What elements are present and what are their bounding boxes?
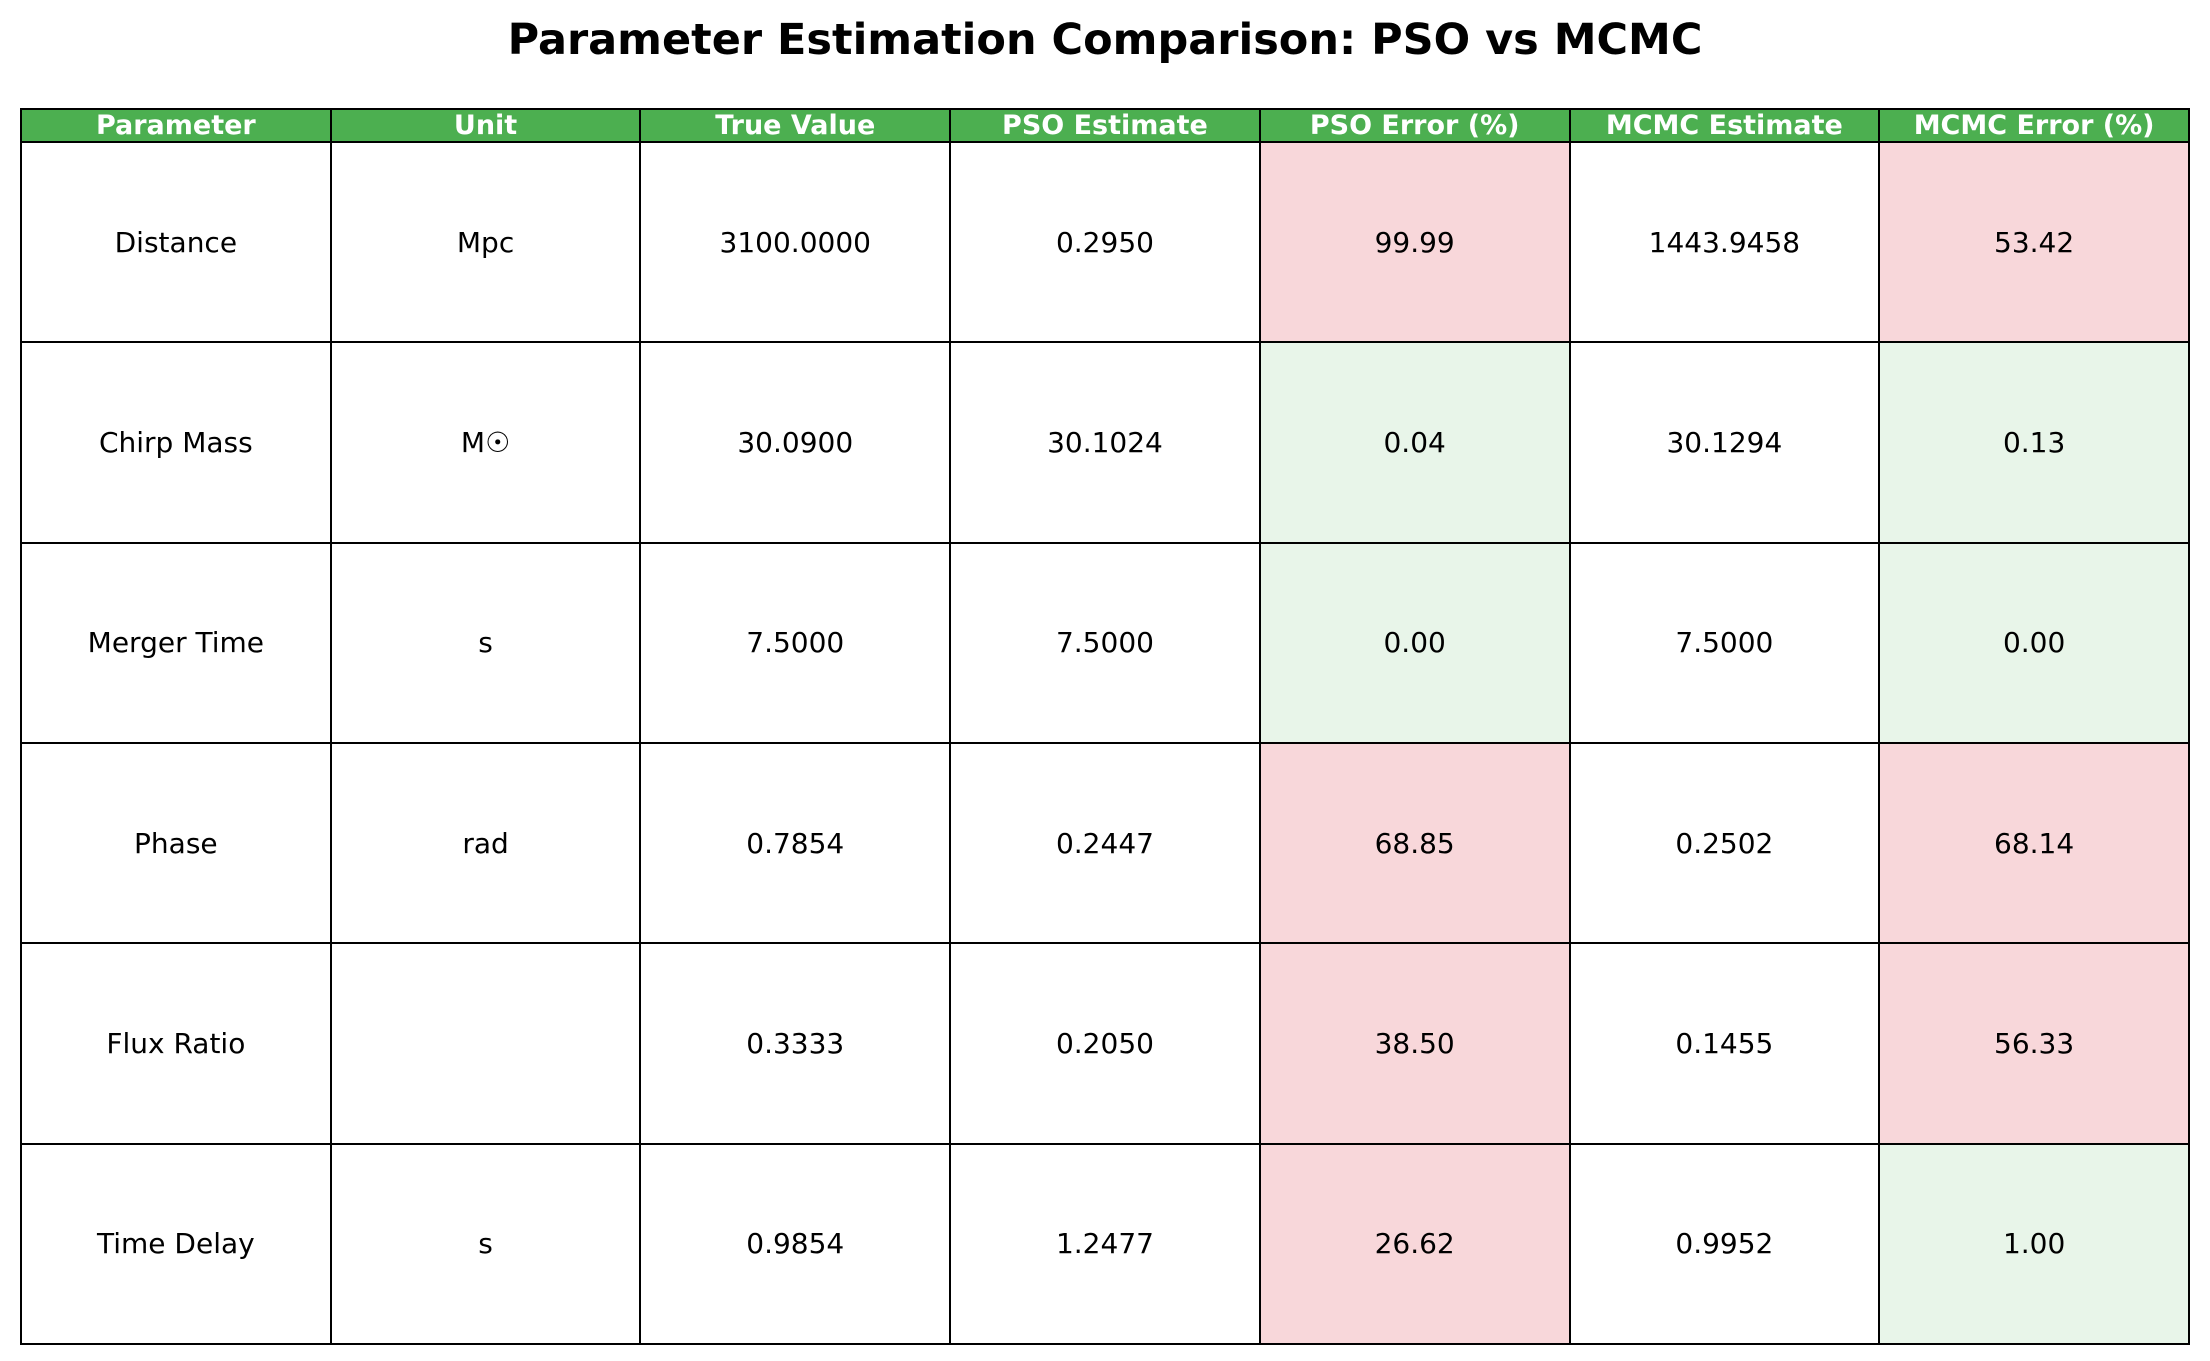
table-row: Merger Time s 7.5000 7.5000 0.00 7.5000 0.00	[20, 541, 2190, 744]
table-cell: Chirp Mass	[20, 341, 332, 544]
table-cell: 7.5000	[639, 541, 952, 744]
table-cell: 26.62	[1258, 1142, 1571, 1346]
table-cell: 1443.9458	[1568, 140, 1881, 344]
table-cell: Phase	[20, 741, 332, 945]
column-header: PSO Error (%)	[1258, 108, 1571, 143]
table-cell: 0.04	[1258, 341, 1571, 544]
table-cell: 7.5000	[949, 541, 1261, 744]
table-cell: 0.13	[1878, 341, 2190, 544]
table-cell: 0.2950	[949, 140, 1261, 344]
table-cell: Mpc	[329, 140, 642, 344]
table-cell: 1.2477	[949, 1142, 1261, 1346]
table-cell: Flux Ratio	[20, 942, 332, 1145]
table-cell: 68.85	[1258, 741, 1571, 945]
table-cell: rad	[329, 741, 642, 945]
column-header: MCMC Error (%)	[1878, 108, 2190, 143]
chart-title: Parameter Estimation Comparison: PSO vs …	[507, 15, 1703, 65]
table-cell: s	[329, 1142, 642, 1346]
table-cell: 0.1455	[1568, 942, 1881, 1145]
table-cell: Distance	[20, 140, 332, 344]
table-cell: 68.14	[1878, 741, 2190, 945]
table-cell: s	[329, 541, 642, 744]
table-cell: 0.2447	[949, 741, 1261, 945]
table-cell: 0.2050	[949, 942, 1261, 1145]
table-cell: 0.3333	[639, 942, 952, 1145]
table-cell: 30.0900	[639, 341, 952, 544]
table-cell: 0.00	[1878, 541, 2190, 744]
table-row: Time Delay s 0.9854 1.2477 26.62 0.9952 1.00	[20, 1142, 2190, 1346]
table-cell: 0.2502	[1568, 741, 1881, 945]
table-cell: 0.00	[1258, 541, 1571, 744]
table-cell: 53.42	[1878, 140, 2190, 344]
comparison-table: Parameter Unit True Value PSO Estimate PSO E…	[20, 108, 2190, 1346]
table-cell: 1.00	[1878, 1142, 2190, 1346]
table-row: Phase rad 0.7854 0.2447 68.85 0.2502 68.14	[20, 741, 2190, 945]
table-cell: 0.9854	[639, 1142, 952, 1346]
column-header: Parameter	[20, 108, 332, 143]
table-cell: Merger Time	[20, 541, 332, 744]
column-header: Unit	[329, 108, 642, 143]
table-row: Chirp Mass M☉ 30.0900 30.1024 0.04 30.1294 0.1…	[20, 341, 2190, 544]
table-cell: 38.50	[1258, 942, 1571, 1145]
column-header: PSO Estimate	[949, 108, 1261, 143]
table-cell: 7.5000	[1568, 541, 1881, 744]
table-cell: 3100.0000	[639, 140, 952, 344]
table-cell: 56.33	[1878, 942, 2190, 1145]
table-cell: 99.99	[1258, 140, 1571, 344]
table-cell: 0.7854	[639, 741, 952, 945]
table-cell	[329, 942, 642, 1145]
table-cell: 0.9952	[1568, 1142, 1881, 1346]
column-header: True Value	[639, 108, 952, 143]
table-cell: 30.1294	[1568, 341, 1881, 544]
table-row: Flux Ratio 0.3333 0.2050 38.50 0.1455 56.33	[20, 942, 2190, 1145]
table-body: Distance Mpc 3100.0000 0.2950 99.99 1443.9458…	[20, 140, 2190, 1346]
table-cell: Time Delay	[20, 1142, 332, 1346]
table-row: Distance Mpc 3100.0000 0.2950 99.99 1443.9458…	[20, 140, 2190, 344]
column-header: MCMC Estimate	[1568, 108, 1881, 143]
table-cell: 30.1024	[949, 341, 1261, 544]
table-cell: M☉	[329, 341, 642, 544]
table-header-row: Parameter Unit True Value PSO Estimate PSO E…	[20, 108, 2190, 143]
